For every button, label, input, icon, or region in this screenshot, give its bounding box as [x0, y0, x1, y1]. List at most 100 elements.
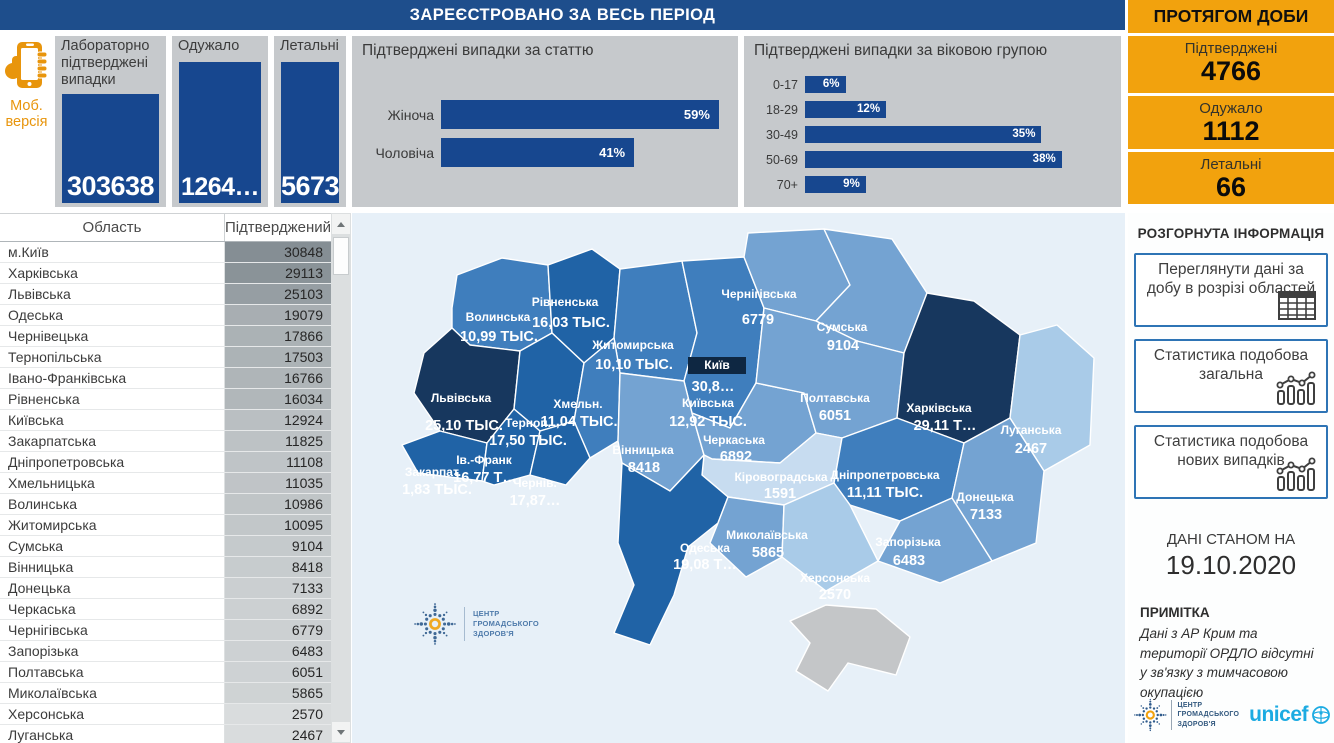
- region-name-cell: Донецька: [0, 578, 225, 598]
- table-row[interactable]: Харківська 29113: [0, 263, 331, 284]
- table-row[interactable]: Вінницька 8418: [0, 557, 331, 578]
- table-row[interactable]: Чернігівська 6779: [0, 620, 331, 641]
- map-region-name: Дніпропетровська: [830, 468, 939, 482]
- map-region-chernivtsi[interactable]: [529, 420, 591, 486]
- age-chart-panel: Підтверджені випадки за віковою групою 0…: [744, 36, 1121, 207]
- map-region-zaporizhzhia[interactable]: [877, 497, 993, 584]
- regions-table-body: м.Київ 30848 Харківська 29113 Львівська 25103…: [0, 242, 331, 743]
- daily-stats-total-button[interactable]: Статистика подобова загальна: [1134, 339, 1328, 413]
- table-row[interactable]: Одеська 19079: [0, 305, 331, 326]
- kpi-label: Лабораторно підтверджені випадки: [61, 38, 150, 88]
- map-region-name: Волинська: [466, 310, 531, 324]
- table-row[interactable]: Херсонська 2570: [0, 704, 331, 725]
- confirmed-value-cell: 10095: [225, 515, 331, 535]
- bar-track: 6%: [805, 76, 1109, 93]
- table-row[interactable]: Чернівецька 17866: [0, 326, 331, 347]
- kpi-lab-confirmed[interactable]: Лабораторно підтверджені випадки 303638: [55, 36, 166, 207]
- table-row[interactable]: Луганська 2467: [0, 725, 331, 743]
- regions-table-header[interactable]: Область Підтверджений: [0, 214, 331, 242]
- table-row[interactable]: Полтавська 6051: [0, 662, 331, 683]
- bar[interactable]: 6%: [805, 76, 846, 93]
- data-as-of-date: 19.10.2020: [1165, 550, 1297, 580]
- mobile-phone-icon: [4, 42, 47, 88]
- map-region-zakarpattia[interactable]: [401, 430, 488, 482]
- table-row[interactable]: Донецька 7133: [0, 578, 331, 599]
- table-row[interactable]: м.Київ 30848: [0, 242, 331, 263]
- map-region-name: Черкаська: [703, 433, 765, 447]
- map-region-name: Херсонська: [800, 571, 870, 585]
- mobile-version-link[interactable]: Моб. версія: [0, 38, 53, 130]
- table-scrollbar[interactable]: [331, 213, 351, 743]
- table-row[interactable]: Запорізька 6483: [0, 641, 331, 662]
- map-region-odesa[interactable]: [613, 454, 729, 646]
- table-row[interactable]: Хмельницька 11035: [0, 473, 331, 494]
- daily-kpi-recovered[interactable]: Одужало 1112: [1128, 96, 1334, 149]
- map-region-name: Київська: [682, 396, 734, 410]
- kpi-deaths[interactable]: Летальні 5673: [274, 36, 346, 207]
- region-name-cell: Хмельницька: [0, 473, 225, 493]
- map-region-value: 2570: [819, 587, 851, 603]
- map-region-value: 5865: [752, 545, 784, 561]
- age-chart-title: Підтверджені випадки за віковою групою: [754, 42, 1048, 59]
- daily-kpi-deaths[interactable]: Летальні 66: [1128, 152, 1334, 204]
- confirmed-value-cell: 8418: [225, 557, 331, 577]
- table-row[interactable]: Сумська 9104: [0, 536, 331, 557]
- bar[interactable]: 38%: [805, 151, 1062, 168]
- bar-track: 9%: [805, 176, 1109, 193]
- bar[interactable]: 59%: [441, 100, 719, 129]
- table-row[interactable]: Черкаська 6892: [0, 599, 331, 620]
- map-region-value: 6051: [819, 408, 851, 424]
- confirmed-value-cell: 9104: [225, 536, 331, 556]
- table-row[interactable]: Івано-Франківська 16766: [0, 368, 331, 389]
- map-region-kherson[interactable]: [781, 482, 879, 592]
- map-region-name: Полтавська: [800, 391, 870, 405]
- map-region-value: 6779: [742, 312, 774, 328]
- table-row[interactable]: Дніпропетровська 11108: [0, 452, 331, 473]
- bar[interactable]: 9%: [805, 176, 866, 193]
- kpi-bar: 1264…: [179, 62, 261, 203]
- map-region-value: 11,11 ТЫС.: [847, 485, 923, 501]
- unicef-logo: unicef: [1249, 703, 1332, 727]
- map-region-crimea[interactable]: [789, 604, 911, 692]
- view-daily-by-region-button[interactable]: Переглянути дані за добу в розрізі облас…: [1134, 253, 1328, 327]
- table-row[interactable]: Житомирська 10095: [0, 515, 331, 536]
- mobile-version-label[interactable]: Моб. версія: [5, 98, 48, 131]
- region-name-cell: Запорізька: [0, 641, 225, 661]
- daily-kpi-confirmed[interactable]: Підтверджені 4766: [1128, 36, 1334, 93]
- unicef-globe-icon: [1312, 706, 1330, 724]
- region-name-cell: Дніпропетровська: [0, 452, 225, 472]
- kyiv-city-label-box[interactable]: [688, 357, 746, 374]
- table-row[interactable]: Львівська 25103: [0, 284, 331, 305]
- confirmed-value-cell: 11825: [225, 431, 331, 451]
- map-region-name: Одеська: [680, 541, 730, 555]
- bar-track: 12%: [805, 101, 1109, 118]
- scrollbar-thumb[interactable]: [333, 237, 349, 275]
- table-row[interactable]: Миколаївська 5865: [0, 683, 331, 704]
- column-header-confirmed[interactable]: Підтверджений: [224, 219, 331, 236]
- scroll-up-button[interactable]: [332, 214, 350, 234]
- daily-stats-new-cases-button[interactable]: Статистика подобова нових випадків: [1134, 425, 1328, 499]
- kpi-recovered[interactable]: Одужало 1264…: [172, 36, 268, 207]
- scroll-down-button[interactable]: [332, 722, 350, 742]
- gender-chart-panel: Підтверджені випадки за статтю Жіноча 59%…: [352, 36, 738, 207]
- column-header-region[interactable]: Область: [0, 214, 225, 241]
- table-row[interactable]: Тернопільська 17503: [0, 347, 331, 368]
- map-region-value: 9104: [827, 338, 859, 354]
- bar-track: 41%: [441, 138, 726, 167]
- region-name-cell: Одеська: [0, 305, 225, 325]
- confirmed-value-cell: 16034: [225, 389, 331, 409]
- table-row[interactable]: Закарпатська 11825: [0, 431, 331, 452]
- table-row[interactable]: Волинська 10986: [0, 494, 331, 515]
- bar[interactable]: 12%: [805, 101, 887, 118]
- table-row[interactable]: Рівненська 16034: [0, 389, 331, 410]
- bar-row: 30-49 35%: [752, 126, 1109, 143]
- bar-track: 35%: [805, 126, 1109, 143]
- bar[interactable]: 35%: [805, 126, 1042, 143]
- region-name-cell: Київська: [0, 410, 225, 430]
- map-region-name: Ів.-Франк: [456, 453, 513, 467]
- bar[interactable]: 41%: [441, 138, 635, 167]
- table-row[interactable]: Київська 12924: [0, 410, 331, 431]
- region-name-cell: Івано-Франківська: [0, 368, 225, 388]
- map-region-name: Миколаївська: [726, 528, 808, 542]
- map-region-value: 16,77 Т…: [453, 470, 517, 486]
